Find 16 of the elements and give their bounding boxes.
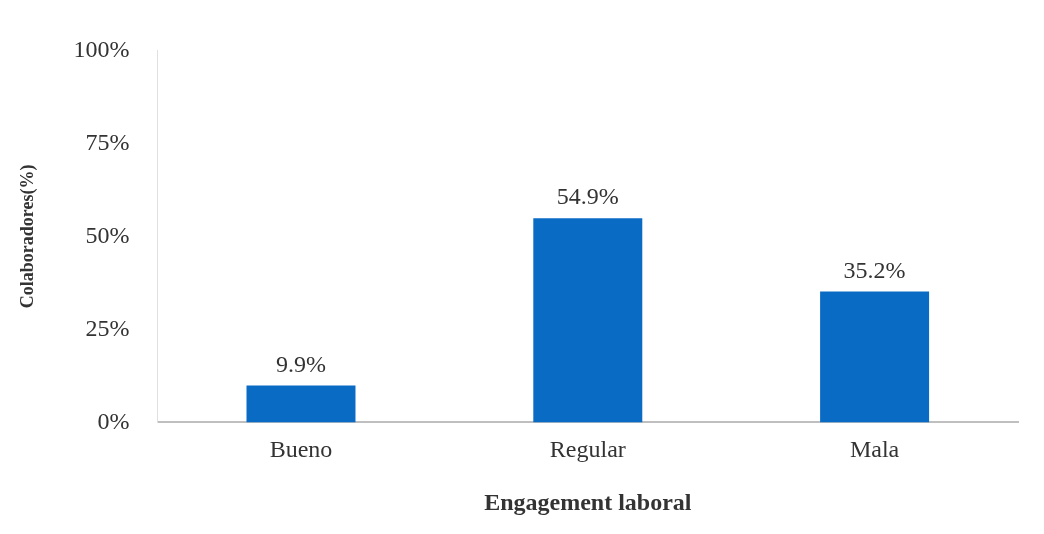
x-tick-label: Bueno xyxy=(269,436,333,463)
x-axis-title: Engagement laboral xyxy=(484,488,692,515)
y-tick-label: 50% xyxy=(85,221,130,248)
data-label: 35.2% xyxy=(843,256,906,283)
y-tick-label: 0% xyxy=(97,407,130,434)
bar xyxy=(533,218,643,423)
data-label: 9.9% xyxy=(275,350,326,377)
y-tick-label: 25% xyxy=(85,314,130,341)
bar xyxy=(246,385,356,423)
y-tick-label: 100% xyxy=(73,35,130,62)
y-tick-label: 75% xyxy=(85,128,130,155)
y-axis-title: Colaboradores(%) xyxy=(17,164,39,309)
x-tick-label: Mala xyxy=(849,436,900,463)
x-tick-label: Regular xyxy=(549,436,626,463)
data-label: 54.9% xyxy=(556,183,619,210)
bar xyxy=(820,291,930,423)
